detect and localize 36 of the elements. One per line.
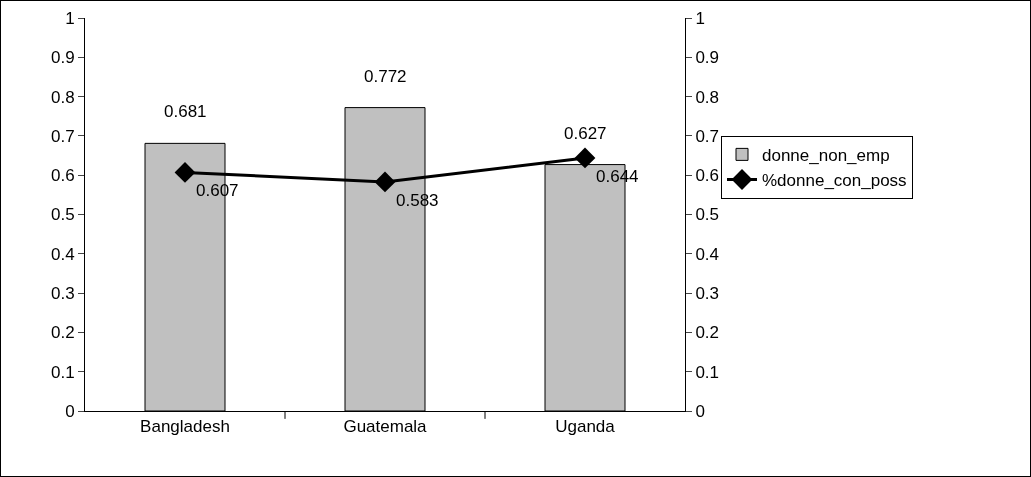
y-tick-label: 0.2 — [50, 323, 75, 343]
y2-tick-label: 0.2 — [695, 323, 720, 343]
y-tick-label: 0.5 — [50, 205, 75, 225]
y-tick-label: 0 — [65, 401, 75, 421]
data-label: 0.681 — [164, 102, 207, 121]
data-label: 0.772 — [364, 67, 407, 86]
y2-tick-label: 0.1 — [695, 362, 720, 382]
legend-label: donne_non_emp — [762, 146, 890, 166]
y2-tick-label: 0.5 — [695, 205, 720, 225]
data-label: 0.644 — [596, 166, 639, 186]
y2-tick-label: 1 — [695, 8, 705, 28]
data-label: 0.607 — [196, 181, 239, 201]
legend-label: %donne_con_poss — [762, 171, 907, 191]
y-tick-label: 0.8 — [50, 87, 75, 107]
x-tick-label: Uganda — [555, 417, 616, 437]
y-tick-label: 0.1 — [50, 362, 75, 382]
y2-tick-label: 0.3 — [695, 284, 720, 304]
y2-tick-label: 0 — [695, 401, 705, 421]
point — [374, 171, 396, 193]
y-tick-label: 1 — [65, 8, 75, 28]
y-tick-label: 0.6 — [50, 166, 75, 186]
y2-tick-label: 0.4 — [695, 244, 720, 264]
point — [174, 162, 196, 183]
y2-tick-label: 0.7 — [695, 126, 720, 146]
y-tick-label: 0.9 — [50, 48, 75, 68]
y-tick-label: 0.4 — [50, 244, 75, 264]
y2-tick-label: 0.6 — [695, 166, 720, 186]
y2-tick-label: 0.8 — [695, 87, 720, 107]
x-tick-label: Guatemala — [343, 417, 428, 437]
data-label: 0.583 — [396, 190, 439, 210]
point — [574, 147, 596, 169]
data-label: 0.627 — [564, 124, 607, 143]
y-tick-label: 0.7 — [50, 126, 75, 146]
y2-tick-label: 0.9 — [695, 48, 720, 68]
x-tick-label: Bangladesh — [140, 417, 230, 437]
y-tick-label: 0.3 — [50, 284, 75, 304]
